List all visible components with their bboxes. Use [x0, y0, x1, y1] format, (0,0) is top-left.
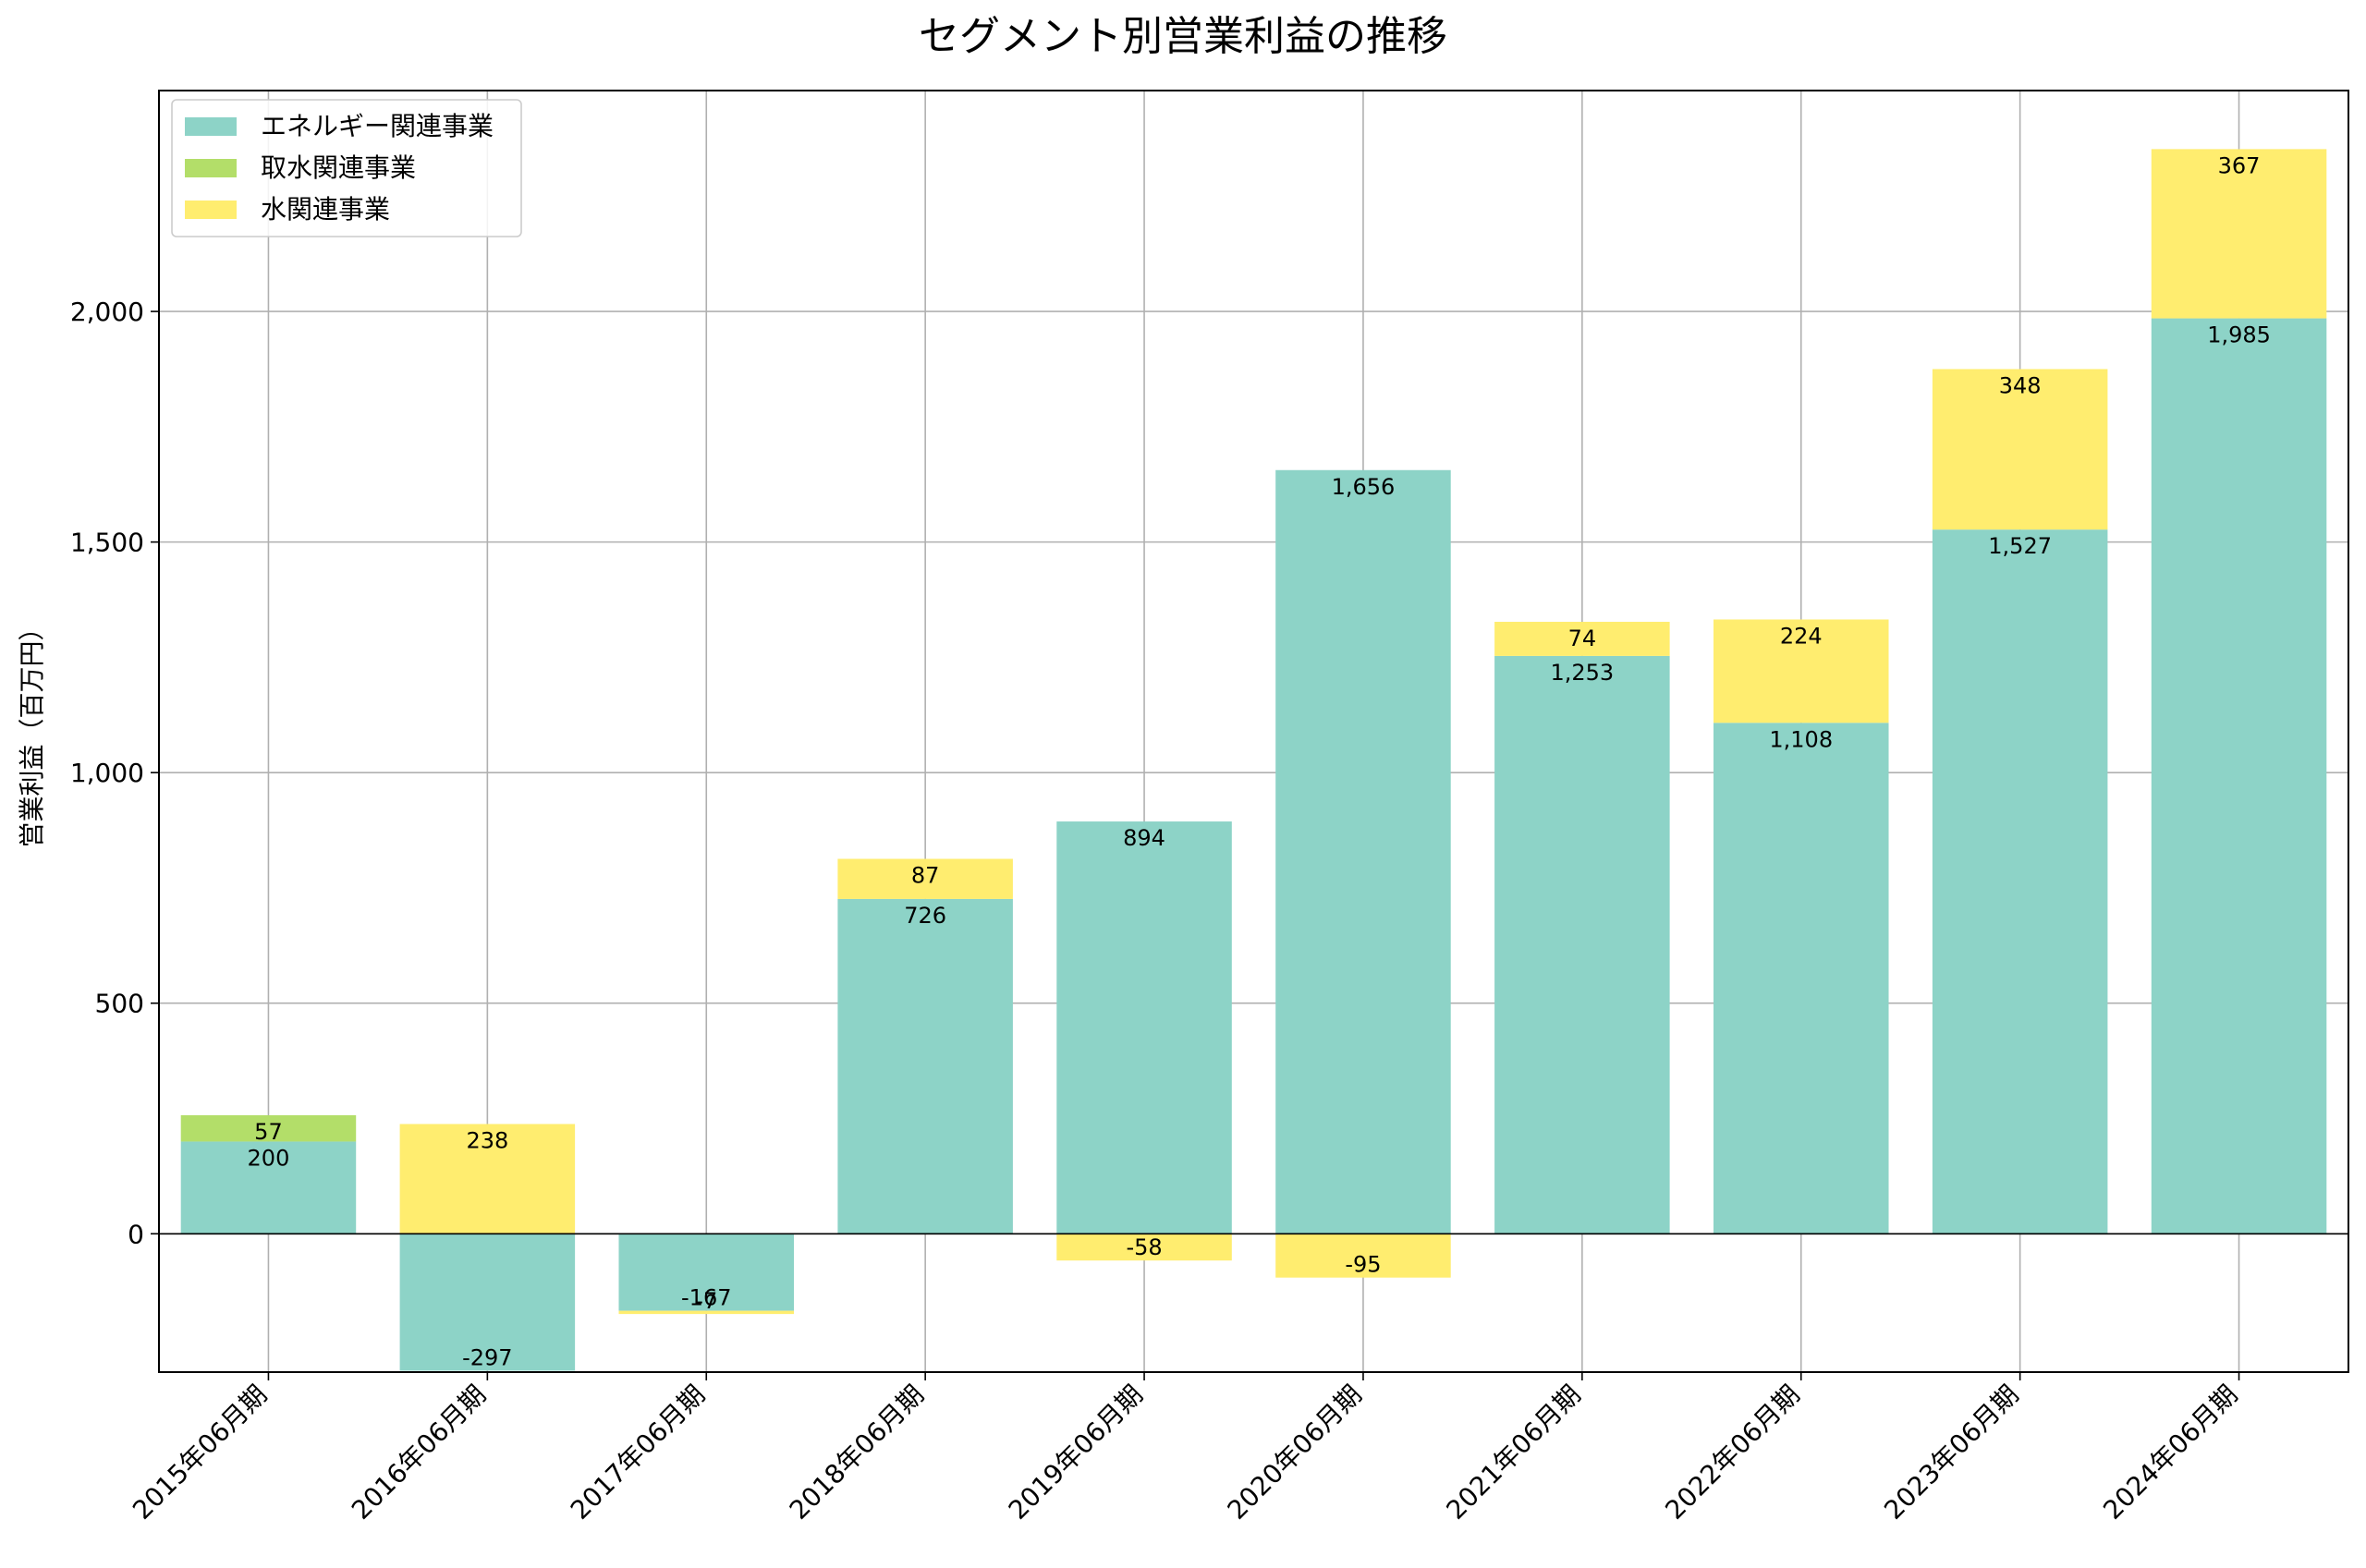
data-label: 87: [911, 863, 940, 889]
legend-swatch: [185, 159, 237, 177]
data-label: 367: [2218, 152, 2261, 178]
x-tick-label: 2018年06月期: [784, 1380, 930, 1525]
bar-segment: [1275, 469, 1451, 1234]
data-label: 1,985: [2207, 322, 2271, 348]
y-tick-label: 1,500: [70, 528, 144, 558]
legend-label: 水関連事業: [261, 194, 390, 225]
x-tick-label: 2015年06月期: [127, 1380, 273, 1525]
data-label: 224: [1780, 623, 1823, 649]
data-label: -297: [462, 1345, 512, 1371]
y-tick-label: 2,000: [70, 297, 144, 327]
bar-segment: [180, 1141, 357, 1234]
bar-segment: [1494, 621, 1670, 656]
bar-segment: [1275, 1234, 1451, 1278]
bar-segment: [1932, 369, 2108, 530]
data-label: 1,253: [1550, 660, 1614, 686]
data-label: 726: [904, 903, 946, 929]
legend-box: [171, 99, 522, 237]
x-tick-label: 2017年06月期: [565, 1380, 711, 1525]
bar-segment: [1713, 619, 1889, 723]
x-tick-label: 2019年06月期: [1003, 1380, 1149, 1525]
y-tick-label: 500: [95, 989, 144, 1019]
data-label: -7: [695, 1288, 717, 1314]
bar-segment: [837, 898, 1013, 1234]
y-tick-label: 0: [128, 1219, 144, 1249]
bar-segment: [1932, 529, 2108, 1234]
data-label: 1,656: [1332, 474, 1396, 500]
data-label-layer: 200 -297 -167 726 894 1,656 1,253 1,108 1,527 1,9…: [248, 152, 2271, 1370]
bar-segment: [1056, 1234, 1232, 1261]
bar-layer: [180, 149, 2327, 1371]
data-label: -58: [1126, 1234, 1162, 1260]
bar-segment: [1056, 821, 1232, 1234]
legend-swatch: [185, 201, 237, 219]
plot-frame: [158, 90, 2349, 1373]
data-label: 1,108: [1769, 726, 1833, 752]
data-label: 348: [1999, 372, 2042, 398]
bar-segment: [837, 858, 1013, 899]
bar-segment: [618, 1234, 795, 1311]
data-label: 1,527: [1988, 533, 2052, 559]
x-tick-label: 2022年06月期: [1659, 1380, 1805, 1525]
data-label: 57: [254, 1119, 283, 1145]
x-tick-label: 2016年06月期: [346, 1380, 492, 1525]
bar-segment: [1494, 655, 1670, 1234]
bar-segment: [2151, 318, 2327, 1234]
x-tick-label: 2021年06月期: [1440, 1380, 1586, 1525]
chart-title: セグメント別営業利益の推移: [919, 13, 1447, 60]
data-label: 238: [466, 1127, 508, 1153]
bar-segment: [1713, 723, 1889, 1234]
x-tick-label: 2020年06月期: [1222, 1380, 1368, 1525]
data-label: -167: [681, 1285, 731, 1311]
legend-label: 取水関連事業: [261, 152, 416, 183]
data-label: 74: [1568, 626, 1597, 651]
data-label: 200: [248, 1145, 290, 1171]
x-tick-label: 2024年06月期: [2097, 1380, 2243, 1525]
bar-segment: [2151, 149, 2327, 319]
legend-label: エネルギー関連事業: [261, 111, 494, 141]
bar-segment: [618, 1310, 795, 1315]
y-axis-label: 営業利益（百万円）: [17, 614, 47, 847]
bar-segment: [180, 1115, 357, 1142]
x-tick-label: 2023年06月期: [1878, 1380, 2024, 1525]
y-tick-label: 1,000: [70, 758, 144, 788]
legend-swatch: [185, 117, 237, 136]
data-label: 894: [1123, 825, 1165, 851]
data-label: -95: [1345, 1252, 1381, 1278]
bar-segment: [399, 1234, 576, 1371]
bar-segment: [399, 1124, 576, 1234]
